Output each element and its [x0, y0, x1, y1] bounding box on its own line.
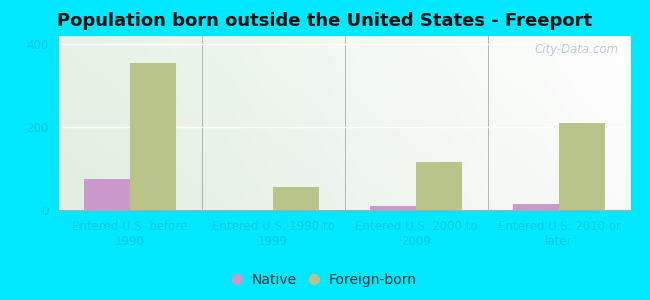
Bar — [130, 63, 176, 210]
Text: City-Data.com: City-Data.com — [535, 43, 619, 56]
Bar — [559, 123, 604, 210]
Bar — [514, 204, 559, 210]
Text: Population born outside the United States - Freeport: Population born outside the United State… — [57, 12, 593, 30]
Bar — [416, 162, 462, 210]
Bar — [84, 179, 130, 210]
Bar — [370, 206, 416, 210]
Bar — [273, 187, 318, 210]
Legend: Native, Foreign-born: Native, Foreign-born — [231, 271, 419, 290]
